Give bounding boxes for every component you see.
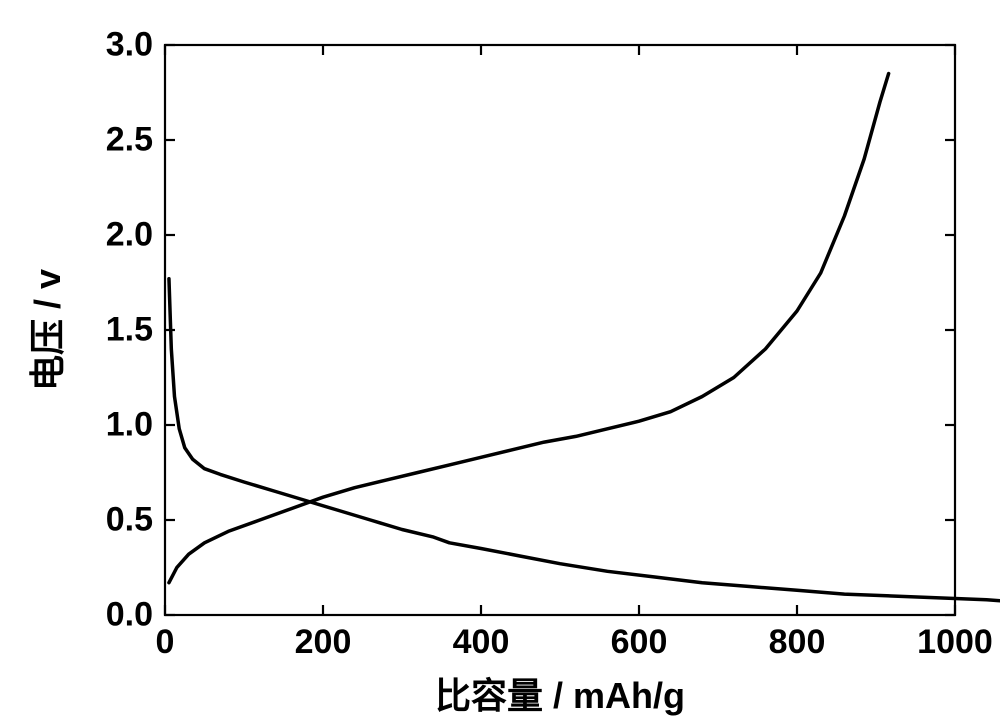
y-tick-label: 0.0 [106,596,153,635]
x-tick-label: 600 [611,623,668,662]
x-tick-label: 400 [453,623,510,662]
chart-root: 电压 / v 比容量 / mAh/g 0 200 400 600 800 1000 0.0 0… [0,0,1000,721]
y-tick-label: 1.0 [106,406,153,445]
x-tick-label: 800 [769,623,826,662]
y-tick-label: 2.0 [106,216,153,255]
y-tick-label: 1.5 [106,311,153,350]
x-tick-label: 200 [295,623,352,662]
y-axis-label: 电压 / v [19,269,71,391]
y-tick-label: 3.0 [106,26,153,65]
x-tick-label: 0 [156,623,175,662]
y-tick-label: 0.5 [106,501,153,540]
y-tick-label: 2.5 [106,121,153,160]
x-tick-label: 1000 [917,623,993,662]
x-axis-label: 比容量 / mAh/g [435,667,685,719]
